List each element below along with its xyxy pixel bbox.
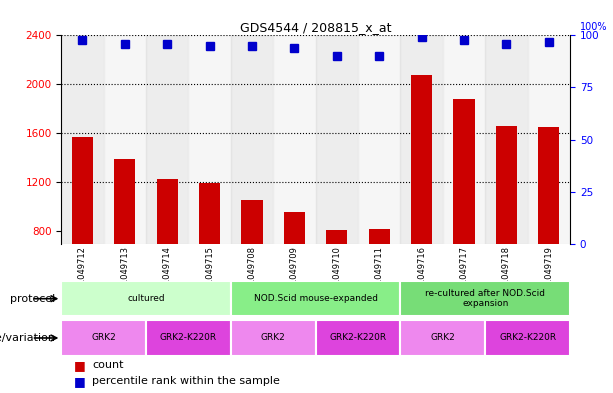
Text: GRK2: GRK2 (261, 334, 286, 342)
Text: percentile rank within the sample: percentile rank within the sample (92, 376, 280, 386)
Bar (61, 35, 104, 244)
Bar (326, 230, 348, 244)
Bar (231, 35, 273, 244)
Text: 100%: 100% (581, 22, 607, 32)
Bar (146, 35, 189, 244)
Bar (528, 35, 570, 244)
Bar (231, 281, 400, 316)
Bar (485, 35, 528, 244)
Text: genotype/variation: genotype/variation (0, 333, 55, 343)
Text: ■: ■ (74, 359, 85, 372)
Bar (61, 320, 146, 356)
Bar (231, 320, 316, 356)
Bar (72, 137, 93, 244)
Bar (242, 200, 263, 244)
Text: cultured: cultured (128, 294, 165, 303)
Bar (61, 281, 231, 316)
Bar (273, 35, 316, 244)
Bar (199, 183, 220, 244)
Bar (157, 179, 178, 244)
Title: GDS4544 / 208815_x_at: GDS4544 / 208815_x_at (240, 21, 392, 34)
Text: GRK2-K220R: GRK2-K220R (499, 334, 556, 342)
Bar (368, 229, 390, 244)
Text: count: count (92, 360, 123, 371)
Bar (411, 75, 432, 244)
Bar (443, 35, 485, 244)
Bar (400, 281, 570, 316)
Bar (316, 35, 358, 244)
Bar (400, 35, 443, 244)
Text: GRK2-K220R: GRK2-K220R (160, 334, 217, 342)
Text: GRK2-K220R: GRK2-K220R (330, 334, 387, 342)
Bar (284, 212, 305, 244)
Text: re-cultured after NOD.Scid
expansion: re-cultured after NOD.Scid expansion (425, 289, 546, 309)
Bar (146, 320, 231, 356)
Bar (358, 35, 400, 244)
Text: NOD.Scid mouse-expanded: NOD.Scid mouse-expanded (254, 294, 378, 303)
Bar (496, 126, 517, 244)
Bar (114, 159, 135, 244)
Bar (316, 320, 400, 356)
Bar (538, 127, 560, 244)
Bar (104, 35, 146, 244)
Text: protocol: protocol (10, 294, 55, 304)
Bar (189, 35, 231, 244)
Text: GRK2: GRK2 (91, 334, 116, 342)
Text: GRK2: GRK2 (430, 334, 455, 342)
Bar (400, 320, 485, 356)
Bar (454, 99, 474, 244)
Text: ■: ■ (74, 375, 85, 388)
Bar (485, 320, 570, 356)
